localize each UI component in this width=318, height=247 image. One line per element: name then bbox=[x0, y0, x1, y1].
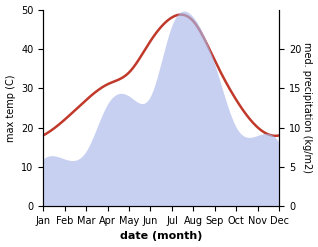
Y-axis label: max temp (C): max temp (C) bbox=[5, 74, 16, 142]
Y-axis label: med. precipitation (kg/m2): med. precipitation (kg/m2) bbox=[302, 42, 313, 173]
X-axis label: date (month): date (month) bbox=[120, 231, 203, 242]
